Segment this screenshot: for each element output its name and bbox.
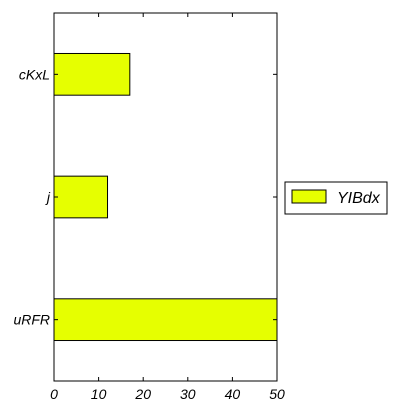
y-tick-label: uRFR: [13, 312, 50, 328]
bar-uRFR: [53, 298, 278, 342]
x-tick-label: 20: [134, 386, 151, 402]
y-tick-label: cKxL: [19, 66, 50, 82]
plot-area: uRFR j cKxL 0 10 20 30 40 50: [13, 13, 285, 402]
legend-label: YIBdx: [337, 190, 381, 207]
y-tick-label: j: [45, 189, 51, 205]
x-tick-label: 50: [269, 386, 285, 402]
x-tick-label: 30: [180, 386, 196, 402]
x-tick-label: 40: [225, 386, 241, 402]
legend: YIBdx: [284, 181, 388, 215]
x-tick-label: 10: [91, 386, 107, 402]
plot-frame: [53, 12, 278, 382]
legend-swatch: [291, 189, 327, 204]
bar-cKxL: [53, 52, 131, 96]
x-tick-label: 0: [50, 386, 58, 402]
bar-j: [53, 175, 109, 219]
